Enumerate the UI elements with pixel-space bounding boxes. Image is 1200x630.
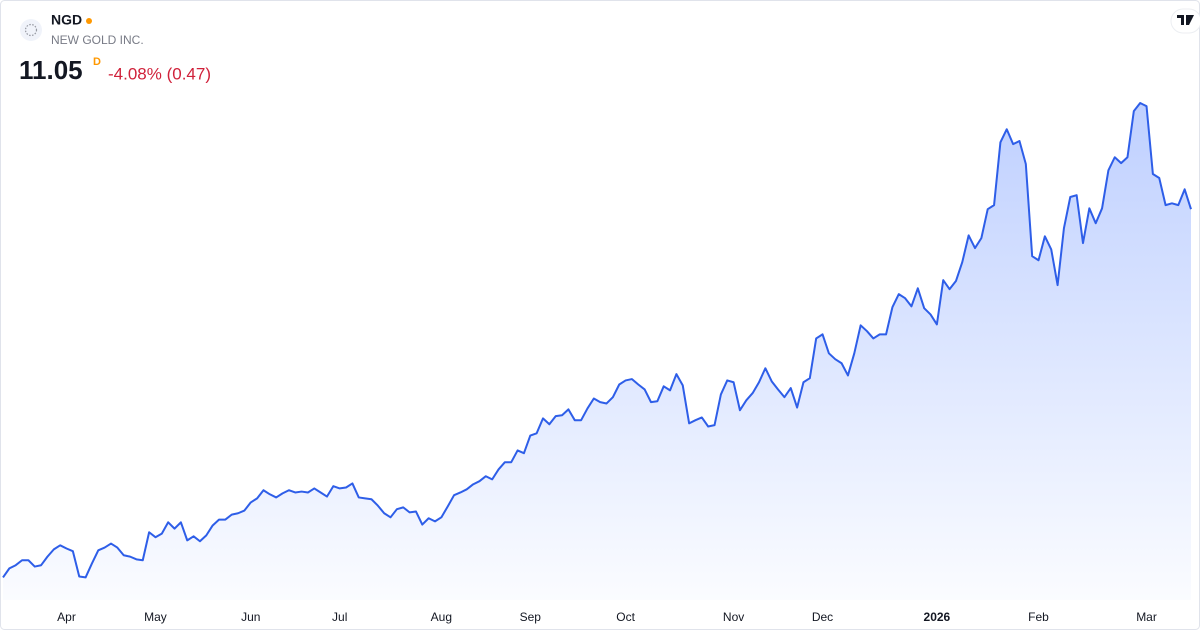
x-tick-label: Dec [812, 610, 833, 624]
x-tick-label: Sep [520, 610, 542, 624]
company-name: NEW GOLD INC. [51, 33, 144, 47]
x-tick-label: May [144, 610, 167, 624]
interval: D [93, 56, 101, 68]
price-change: -4.08% (0.47) [108, 64, 211, 83]
x-tick-label: Nov [723, 610, 744, 624]
logo-icon [24, 23, 38, 37]
x-tick-label: Oct [616, 610, 635, 624]
x-tick-label: Jun [241, 610, 260, 624]
x-tick-label: Jul [332, 610, 347, 624]
brand-logo [1177, 15, 1194, 25]
price-area [3, 103, 1191, 600]
x-tick-label: Apr [57, 610, 76, 624]
plot-area: Apr May Jun Jul Aug Sep Oct Nov Dec 2026 Feb Mar [2, 102, 1192, 624]
brand-badge[interactable] [1170, 8, 1200, 34]
x-tick-label: Aug [431, 610, 452, 624]
price-line [2, 102, 1192, 579]
x-tick-label: Feb [1028, 610, 1049, 624]
status-dot [86, 18, 92, 24]
x-tick-label: 2026 [924, 610, 951, 624]
symbol: NGD [51, 12, 82, 28]
price: 11.05 [19, 55, 83, 85]
symbol-logo [20, 19, 42, 41]
x-tick-label: Mar [1136, 610, 1157, 624]
